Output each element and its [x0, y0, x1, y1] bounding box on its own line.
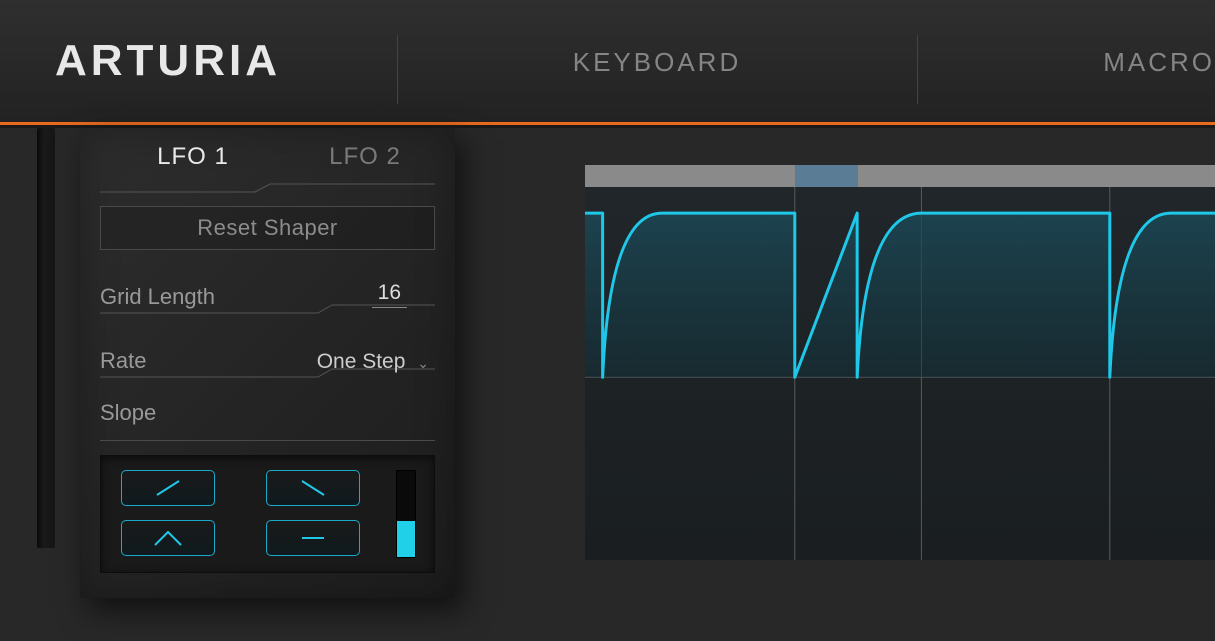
rate-value: One Step — [317, 350, 406, 373]
slope-box — [100, 455, 435, 573]
chevron-down-icon: ⌄ — [417, 355, 429, 372]
top-bar: ARTURIA KEYBOARD MACRO — [0, 0, 1215, 125]
left-rail — [37, 128, 55, 548]
slope-fall-icon — [296, 477, 330, 499]
main-area: LFO 1 LFO 2 Reset Shaper Grid Length 16 … — [0, 128, 1215, 641]
tab-keyboard[interactable]: KEYBOARD — [397, 0, 917, 125]
rate-row: Rate One Step ⌄ — [100, 326, 435, 378]
slope-label: Slope — [100, 400, 435, 441]
slope-buttons — [101, 456, 381, 572]
slope-flat-button[interactable] — [266, 520, 360, 556]
tab-lfo1[interactable]: LFO 1 — [118, 143, 268, 171]
waveform-viewer[interactable] — [585, 165, 1215, 560]
lfo-tabs: LFO 1 LFO 2 — [100, 133, 435, 188]
tab-lfo2[interactable]: LFO 2 — [290, 143, 440, 171]
tab-underline — [100, 183, 435, 193]
slope-rise-button[interactable] — [121, 470, 215, 506]
slope-meter-fill — [397, 521, 415, 557]
viewer-body[interactable] — [585, 187, 1215, 560]
grid-length-row: Grid Length 16 — [100, 262, 435, 314]
slope-peak-button[interactable] — [121, 520, 215, 556]
rate-dropdown[interactable]: One Step ⌄ — [317, 350, 429, 374]
waveform-svg — [585, 187, 1215, 560]
slope-peak-icon — [151, 527, 185, 549]
slope-fall-button[interactable] — [266, 470, 360, 506]
brand-logo: ARTURIA — [55, 36, 281, 86]
slope-rise-icon — [151, 477, 185, 499]
lfo-panel: LFO 1 LFO 2 Reset Shaper Grid Length 16 … — [80, 128, 455, 598]
reset-shaper-label: Reset Shaper — [197, 215, 338, 241]
reset-shaper-button[interactable]: Reset Shaper — [100, 206, 435, 250]
topbar-divider — [917, 35, 918, 104]
viewer-timeline[interactable] — [585, 165, 1215, 187]
tab-macro[interactable]: MACRO — [1030, 0, 1215, 125]
grid-length-value[interactable]: 16 — [372, 281, 407, 308]
slope-flat-icon — [296, 527, 330, 549]
slope-meter[interactable] — [396, 470, 416, 558]
